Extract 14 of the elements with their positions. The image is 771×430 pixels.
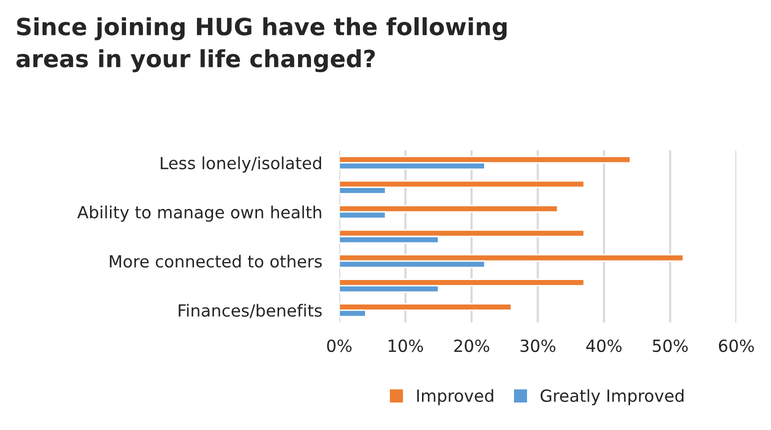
y-tick-label: Finances/benefits: [178, 304, 322, 318]
chart-title: Since joining HUG have the following areas in your life changed?: [16, 17, 507, 72]
y-tick-label: More connected to others: [110, 254, 322, 268]
x-tick-label: 30%: [520, 339, 556, 352]
legend-label: Improved: [417, 389, 494, 406]
x-tick-label: 40%: [586, 339, 622, 352]
x-tick-label: 50%: [652, 339, 688, 352]
x-tick-label: 20%: [454, 339, 490, 352]
x-tick-label: 60%: [718, 339, 754, 352]
legend-label: Greatly Improved: [540, 389, 684, 406]
x-tick-label: 10%: [388, 339, 424, 352]
x-tick-label: 0%: [327, 339, 352, 352]
y-tick-label: Ability to manage own health: [77, 206, 322, 222]
y-tick-label: Less lonely/isolated: [160, 156, 322, 173]
